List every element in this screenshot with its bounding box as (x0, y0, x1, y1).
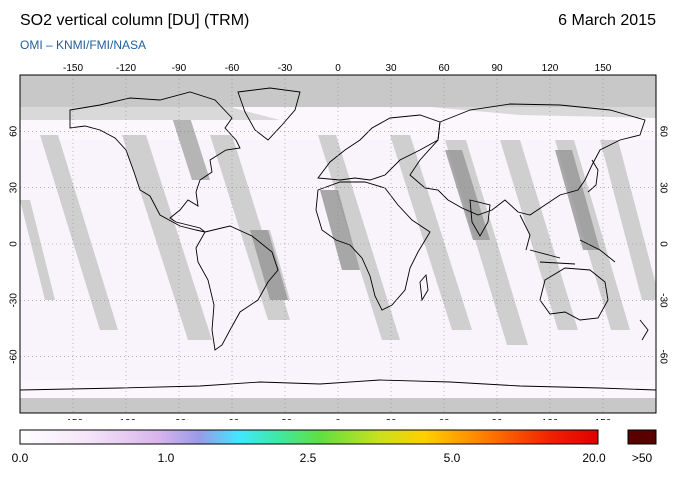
colorbar-label: 2.5 (300, 451, 317, 465)
longitude-tick-label: -150 (63, 418, 83, 420)
longitude-tick-label: 120 (542, 418, 559, 420)
right-latitude-ticks: 60 30 0 -30 -60 (658, 126, 669, 365)
map-title: SO2 vertical column [DU] (TRM) (20, 12, 250, 29)
colorbar-label: 5.0 (444, 451, 461, 465)
colorbar-label: 20.0 (582, 451, 606, 465)
longitude-tick-label: -90 (172, 418, 187, 420)
latitude-tick-label: -60 (9, 349, 20, 364)
longitude-tick-label: -150 (63, 63, 83, 74)
longitude-tick-label: -120 (116, 418, 136, 420)
longitude-tick-label: -90 (172, 63, 187, 74)
colorbar-labels: 0.0 1.0 2.5 5.0 20.0 >50 (12, 451, 653, 465)
latitude-tick-label: -30 (9, 293, 20, 308)
colorbar-overflow-label: >50 (632, 451, 653, 465)
latitude-tick-label: 30 (658, 182, 669, 194)
longitude-tick-label: -60 (225, 418, 240, 420)
map-frame (19, 74, 657, 414)
colorbar-overflow-swatch (627, 429, 657, 445)
longitude-tick-label: 60 (438, 63, 450, 74)
map-date: 6 March 2015 (558, 12, 656, 29)
latitude-tick-label: 0 (658, 241, 669, 247)
longitude-tick-label: -30 (278, 418, 293, 420)
latitude-tick-label: 0 (9, 241, 20, 247)
latitude-tick-label: 60 (658, 126, 669, 138)
top-longitude-ticks: -150 -120 -90 -60 -30 0 30 60 90 120 150 (63, 63, 612, 74)
colorbar-label: 0.0 (12, 451, 29, 465)
longitude-tick-label: 150 (595, 418, 612, 420)
colorbar-gradient (19, 429, 599, 445)
latitude-tick-label: -30 (658, 293, 669, 308)
left-latitude-ticks: 60 30 0 -30 -60 (9, 125, 20, 364)
longitude-tick-label: 120 (542, 63, 559, 74)
longitude-tick-label: 90 (491, 63, 503, 74)
longitude-tick-label: -30 (278, 63, 293, 74)
longitude-tick-label: -120 (116, 63, 136, 74)
longitude-tick-label: 30 (385, 418, 397, 420)
data-credit: OMI – KNMI/FMI/NASA (20, 38, 147, 52)
map-gridlines (20, 75, 656, 413)
antarctic-no-data (20, 398, 656, 413)
latitude-tick-label: 60 (9, 125, 20, 137)
latitude-tick-label: 30 (9, 182, 20, 194)
longitude-tick-label: 90 (491, 418, 503, 420)
longitude-tick-label: 0 (335, 63, 341, 74)
longitude-tick-label: 150 (595, 63, 612, 74)
longitude-tick-label: 60 (438, 418, 450, 420)
coastlines (20, 87, 656, 391)
latitude-tick-label: -60 (658, 349, 669, 364)
bottom-longitude-ticks: -150 -120 -90 -60 -30 0 30 60 90 120 150 (63, 418, 612, 420)
longitude-tick-label: -60 (225, 63, 240, 74)
longitude-tick-label: 30 (385, 63, 397, 74)
colorbar-label: 1.0 (158, 451, 175, 465)
longitude-tick-label: 0 (335, 418, 341, 420)
